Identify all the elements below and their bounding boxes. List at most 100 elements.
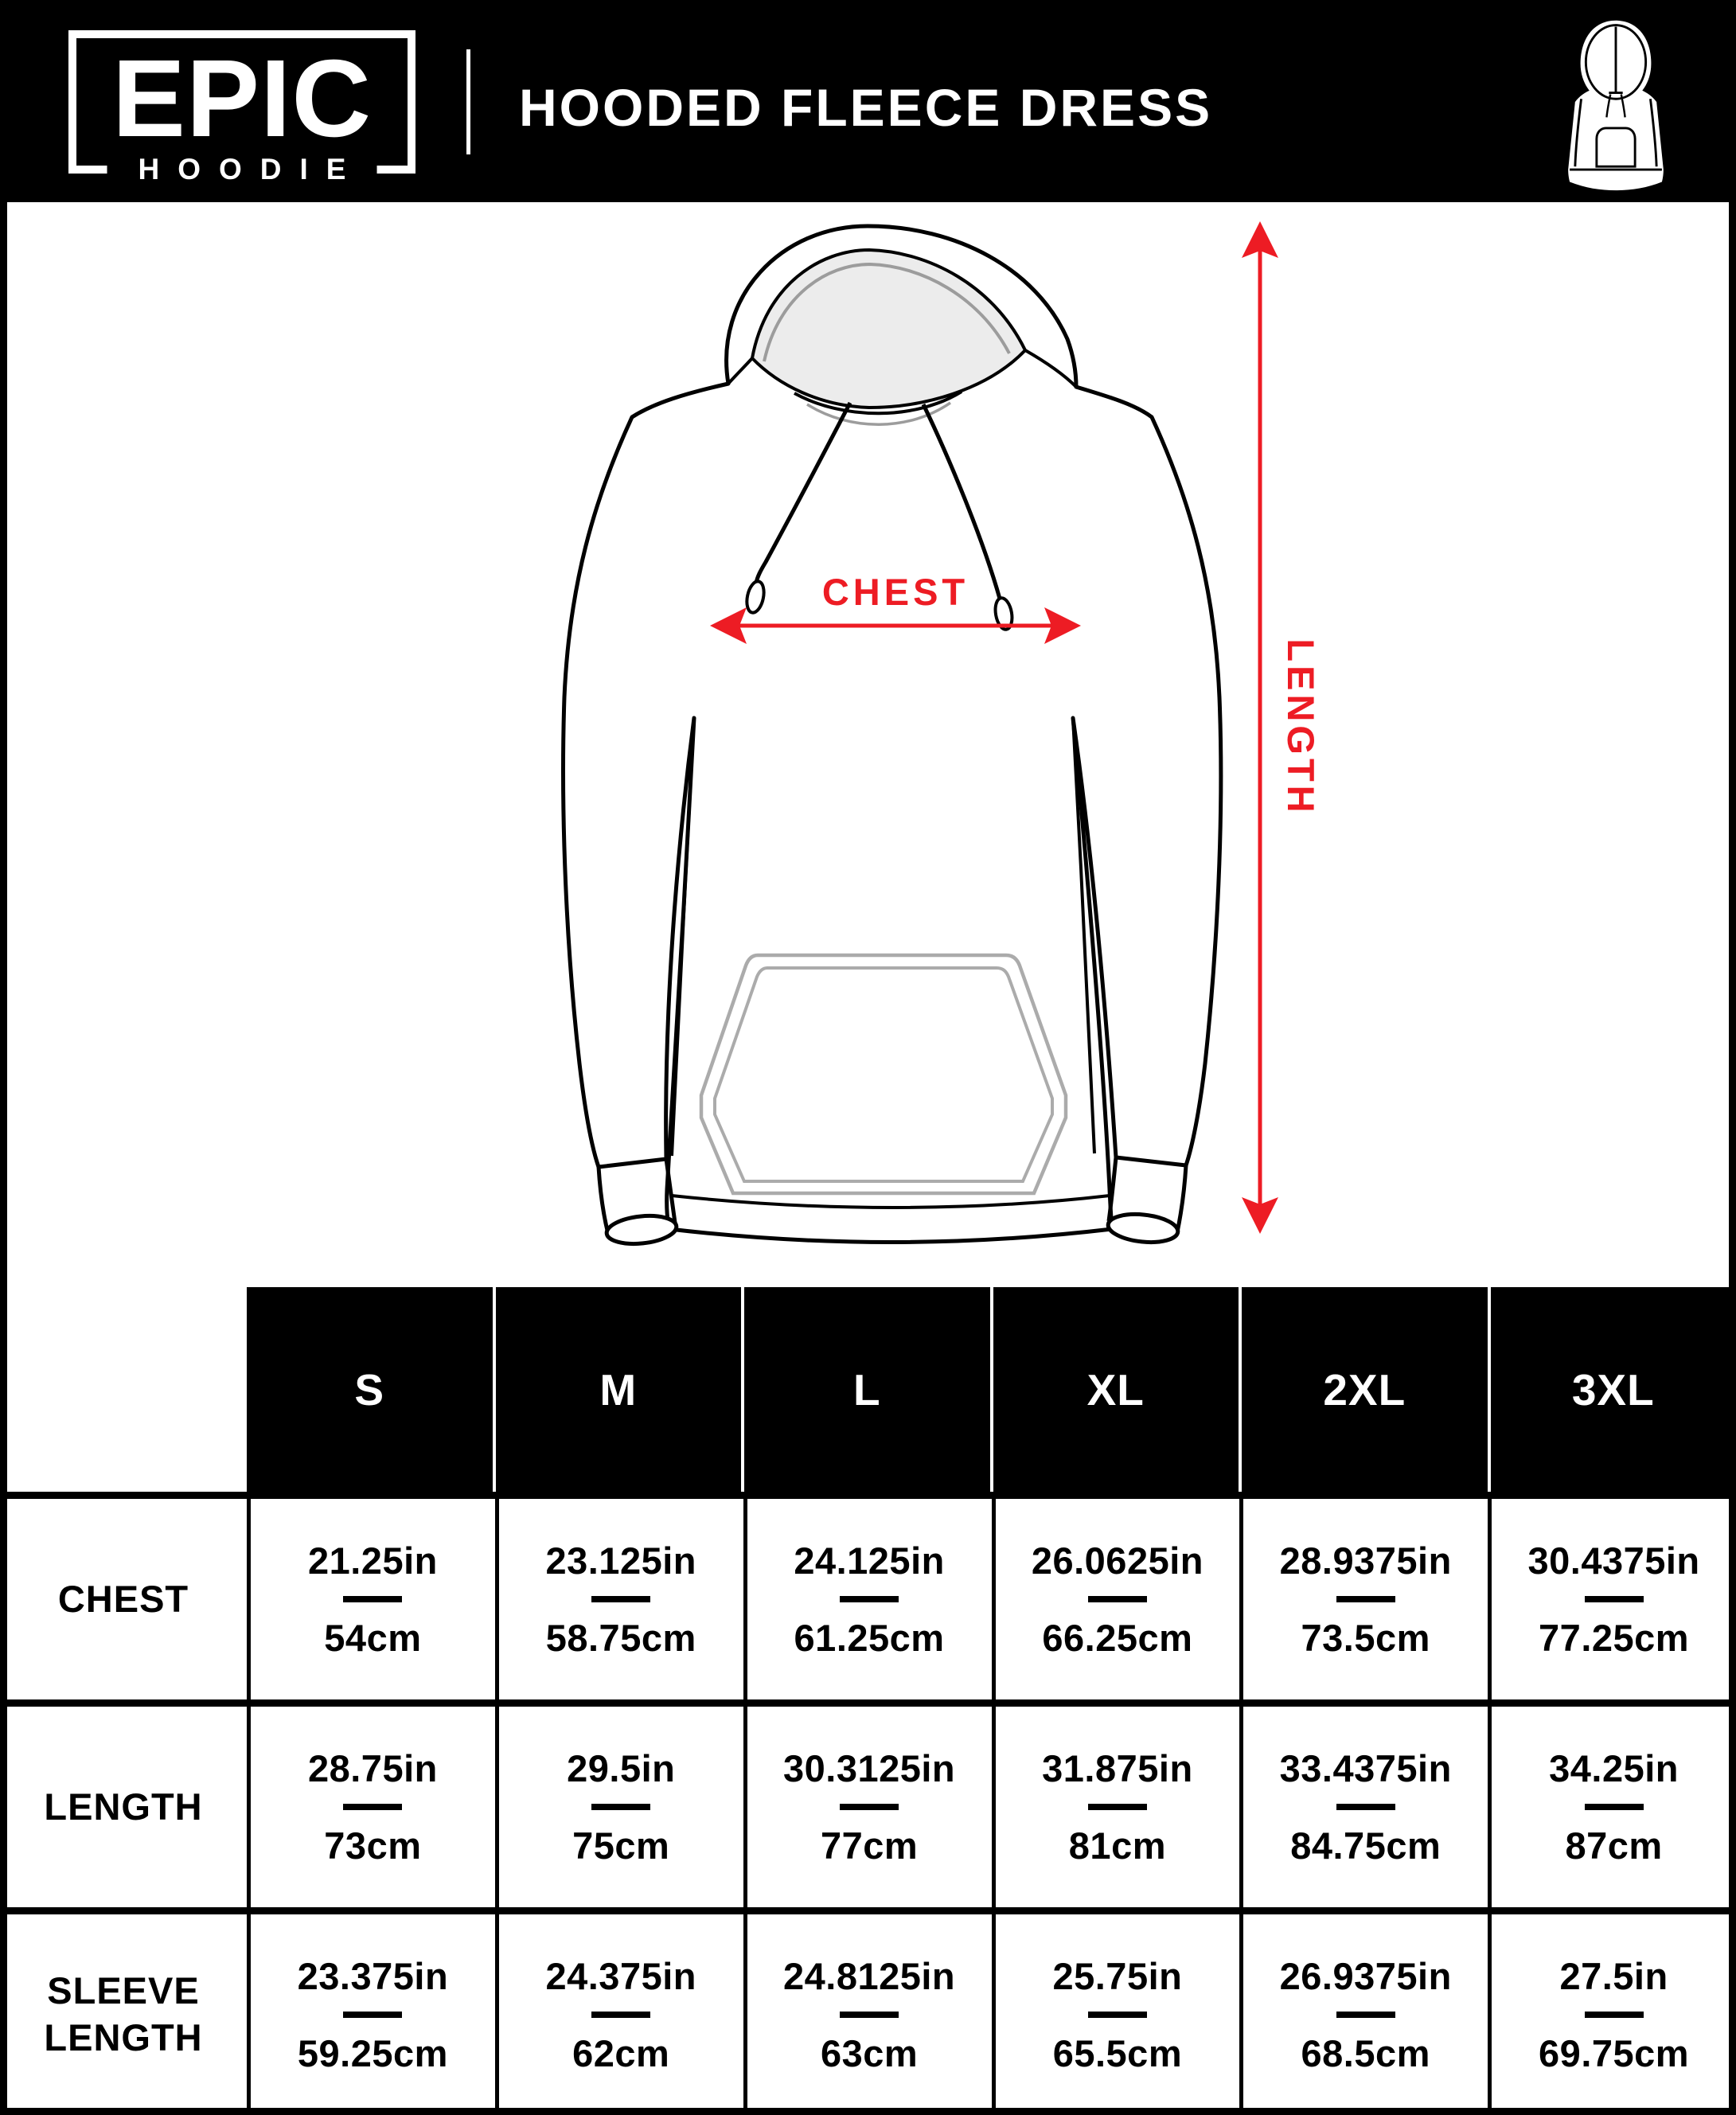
cell-sleeve-s: 23.375in 59.25cm <box>247 1914 495 2115</box>
cell-chest-m: 23.125in 58.75cm <box>494 1499 743 1699</box>
value-divider <box>343 2012 403 2018</box>
frame-right-border <box>1729 0 1736 2115</box>
pocket-outline <box>699 953 1068 1196</box>
hoodie-icon <box>1568 20 1664 191</box>
cell-chest-s: 21.25in 54cm <box>247 1499 495 1699</box>
brand-logo-bottom-text: HOODIE <box>107 153 377 186</box>
value-in: 26.9375in <box>1279 1955 1452 1997</box>
frame-bottom-border <box>0 2108 1736 2115</box>
value-cm: 73.5cm <box>1301 1617 1430 1659</box>
hem-line <box>671 1194 1110 1209</box>
value-in: 27.5in <box>1559 1955 1668 1997</box>
value-cm: 75cm <box>572 1824 670 1867</box>
value-cm: 69.75cm <box>1539 2032 1690 2074</box>
table-row-sleeve-length: SLEEVE LENGTH 23.375in 59.25cm 24.375in … <box>0 1907 1736 2115</box>
value-divider <box>840 1596 899 1602</box>
size-col-3xl: 3XL <box>1487 1287 1736 1492</box>
value-cm: 63cm <box>820 2032 919 2074</box>
frame-left-border <box>0 0 7 2115</box>
value-divider <box>1584 1804 1644 1810</box>
length-measure-label: LENGTH <box>1280 638 1321 816</box>
value-cm: 59.25cm <box>297 2032 448 2074</box>
page-title: HOODED FLEECE DRESS <box>519 78 1213 137</box>
value-cm: 61.25cm <box>794 1617 945 1659</box>
cell-length-xl: 31.875in 81cm <box>991 1707 1240 1907</box>
chest-measure-arrow: CHEST <box>710 571 1081 644</box>
size-col-l: L <box>741 1287 990 1492</box>
value-in: 23.125in <box>545 1539 696 1582</box>
size-col-xl: XL <box>989 1287 1239 1492</box>
value-cm: 73cm <box>324 1824 422 1867</box>
table-row-length: LENGTH 28.75in 73cm 29.5in 75cm 30.3125i… <box>0 1699 1736 1907</box>
value-in: 25.75in <box>1052 1955 1183 1997</box>
cell-length-2xl: 33.4375in 84.75cm <box>1239 1707 1488 1907</box>
value-divider <box>1584 2012 1644 2018</box>
row-label: SLEEVE LENGTH <box>44 1969 203 2058</box>
value-divider <box>840 2012 899 2018</box>
value-in: 31.875in <box>1042 1747 1193 1789</box>
value-divider <box>343 1596 403 1602</box>
value-divider <box>1087 1596 1147 1602</box>
value-cm: 66.25cm <box>1042 1617 1193 1659</box>
value-in: 24.125in <box>794 1539 945 1582</box>
value-divider <box>1087 2012 1147 2018</box>
cell-sleeve-3xl: 27.5in 69.75cm <box>1488 1914 1736 2115</box>
value-cm: 62cm <box>572 2032 670 2074</box>
cell-length-s: 28.75in 73cm <box>247 1707 495 1907</box>
length-measure-arrow: LENGTH <box>1242 221 1321 1234</box>
header-divider <box>466 49 470 154</box>
brand-logo-top-text: EPIC <box>111 37 373 160</box>
cell-length-m: 29.5in 75cm <box>494 1707 743 1907</box>
cell-sleeve-l: 24.8125in 63cm <box>743 1914 992 2115</box>
drawstring-right <box>921 403 1002 599</box>
cell-chest-3xl: 30.4375in 77.25cm <box>1488 1499 1736 1699</box>
value-cm: 77cm <box>820 1824 919 1867</box>
cell-length-3xl: 34.25in 87cm <box>1488 1707 1736 1907</box>
value-in: 24.8125in <box>782 1955 956 1997</box>
row-label: CHEST <box>57 1577 189 1620</box>
size-table-header: S M L XL 2XL 3XL <box>247 1287 1736 1492</box>
size-col-2xl: 2XL <box>1239 1287 1488 1492</box>
cell-sleeve-m: 24.375in 62cm <box>494 1914 743 2115</box>
value-divider <box>1087 1804 1147 1810</box>
cell-sleeve-xl: 25.75in 65.5cm <box>991 1914 1240 2115</box>
value-divider <box>1336 1596 1395 1602</box>
size-col-m: M <box>492 1287 741 1492</box>
header-band: EPIC HOODIE HOODED FLEECE DRESS <box>0 0 1736 202</box>
value-cm: 58.75cm <box>545 1617 696 1659</box>
size-col-s: S <box>247 1287 493 1492</box>
value-divider <box>1336 2012 1395 2018</box>
value-in: 24.375in <box>545 1955 696 1997</box>
cell-chest-l: 24.125in 61.25cm <box>743 1499 992 1699</box>
value-in: 30.4375in <box>1527 1539 1700 1582</box>
value-in: 34.25in <box>1549 1747 1679 1789</box>
value-in: 21.25in <box>307 1539 438 1582</box>
hoodie-diagram: CHEST LENGTH <box>561 221 1321 1247</box>
value-in: 23.375in <box>297 1955 449 1997</box>
value-divider <box>591 1804 651 1810</box>
value-cm: 87cm <box>1565 1824 1663 1867</box>
value-divider <box>343 1804 403 1810</box>
cell-chest-xl: 26.0625in 66.25cm <box>991 1499 1240 1699</box>
cell-sleeve-2xl: 26.9375in 68.5cm <box>1239 1914 1488 2115</box>
value-in: 28.75in <box>307 1747 438 1789</box>
value-cm: 81cm <box>1068 1824 1167 1867</box>
cell-chest-2xl: 28.9375in 73.5cm <box>1239 1499 1488 1699</box>
value-cm: 77.25cm <box>1539 1617 1690 1659</box>
value-cm: 84.75cm <box>1290 1824 1441 1867</box>
value-in: 29.5in <box>567 1747 676 1789</box>
value-cm: 54cm <box>324 1617 422 1659</box>
value-divider <box>591 1596 651 1602</box>
hood-opening <box>750 248 1028 410</box>
value-divider <box>1584 1596 1644 1602</box>
table-row-chest: CHEST 21.25in 54cm 23.125in 58.75cm 24.1… <box>0 1492 1736 1699</box>
value-in: 26.0625in <box>1031 1539 1203 1582</box>
drawstring-left <box>754 401 852 584</box>
value-divider <box>840 1804 899 1810</box>
hoodie-outline <box>561 224 1223 1244</box>
value-divider <box>591 2012 651 2018</box>
cell-length-l: 30.3125in 77cm <box>743 1707 992 1907</box>
value-divider <box>1336 1804 1395 1810</box>
row-label: LENGTH <box>44 1785 203 1828</box>
